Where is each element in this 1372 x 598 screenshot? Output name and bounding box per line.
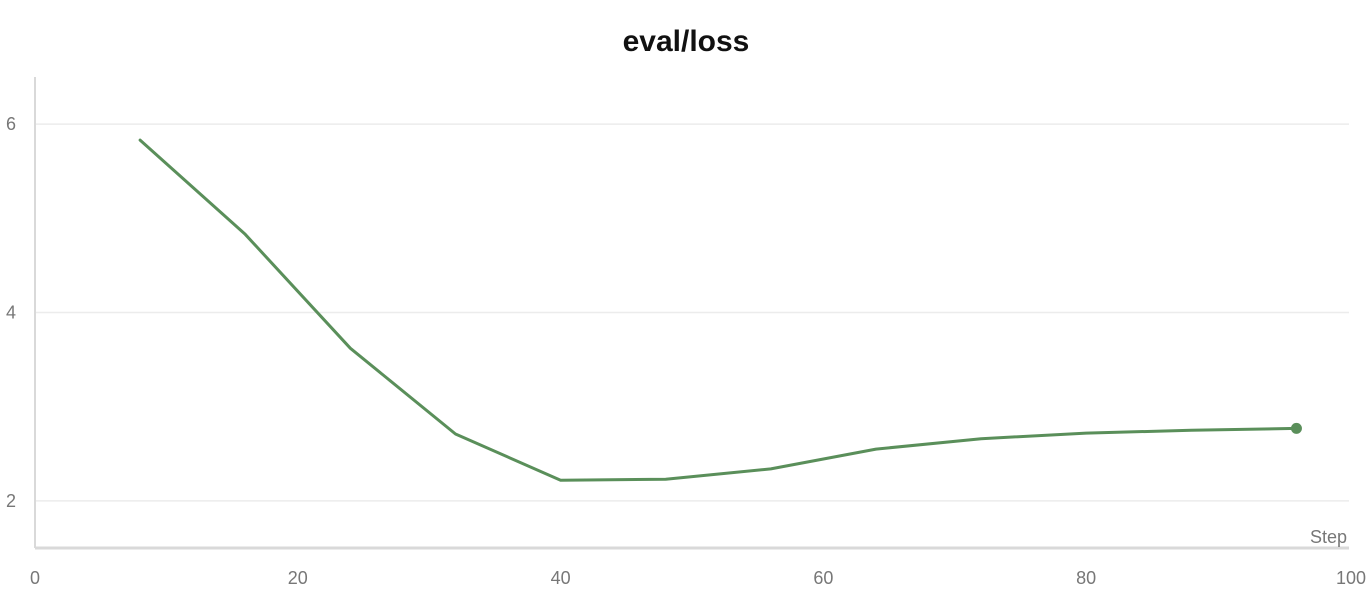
x-axis-label: Step xyxy=(1310,527,1347,547)
series-point xyxy=(137,137,143,143)
chart-title: eval/loss xyxy=(622,25,750,58)
series-point xyxy=(978,436,984,442)
series-point xyxy=(452,431,458,437)
series-point xyxy=(873,446,879,452)
series-point xyxy=(768,466,774,472)
series-point xyxy=(242,231,248,237)
x-tick-label: 20 xyxy=(288,568,308,588)
x-tick-label: 60 xyxy=(813,568,833,588)
grid-lines xyxy=(35,123,1349,502)
x-tick-label: 80 xyxy=(1076,568,1096,588)
y-tick-label: 6 xyxy=(6,114,16,134)
series-point xyxy=(347,345,353,351)
series-layer xyxy=(137,137,1302,483)
x-tick-label: 100 xyxy=(1336,568,1366,588)
series-point xyxy=(1188,427,1194,433)
x-tick-label: 40 xyxy=(551,568,571,588)
series-point xyxy=(558,477,564,483)
series-last-point xyxy=(1290,422,1302,434)
series-point xyxy=(663,476,669,482)
axes xyxy=(34,77,1349,550)
series-point xyxy=(1083,430,1089,436)
y-tick-label: 4 xyxy=(6,303,16,323)
series-line xyxy=(138,138,1298,482)
y-tick-label: 2 xyxy=(6,491,16,511)
x-tick-label: 0 xyxy=(30,568,40,588)
